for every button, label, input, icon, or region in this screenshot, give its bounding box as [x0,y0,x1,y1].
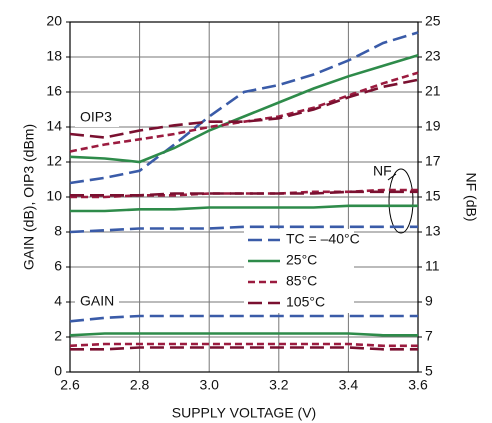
legend-bg [244,229,354,313]
y2-tick-label: 11 [425,258,440,274]
x-tick-label: 3.6 [408,377,428,393]
legend-label: 85°C [286,273,317,289]
y2-tick-label: 25 [425,13,441,29]
y2-tick-label: 5 [425,363,433,379]
line-series [70,204,418,213]
y2-tick-label: 23 [425,48,441,64]
x-tick-label: 3.2 [269,377,289,393]
line-series [69,342,418,348]
legend-label: 105°C [286,294,325,310]
y2-tick-label: 7 [425,328,433,344]
annotation: NF [373,163,392,179]
y-tick-label: 14 [46,118,62,134]
y-tick-label: 0 [54,363,62,379]
legend-label: TC = –40°C [286,231,360,247]
label-bg [367,163,395,181]
y2-tick-label: 13 [425,223,441,239]
label-bg [75,109,119,127]
nf-leader [387,173,397,181]
line-series [70,190,418,197]
y2-tick-label: 21 [425,83,441,99]
y-axis-label: GAIN (dB), OIP3 (dBm) [21,124,37,270]
line-series [69,332,418,337]
y2-tick-label: 17 [425,153,441,169]
y-tick-label: 20 [46,13,62,29]
y2-axis-label: NF (dB) [463,173,479,222]
y-tick-label: 18 [46,48,62,64]
y-tick-label: 8 [54,223,62,239]
x-tick-label: 3.0 [199,377,219,393]
annotation: GAIN [80,293,114,309]
annotation: OIP3 [80,109,112,125]
y-tick-label: 16 [46,83,62,99]
y-tick-label: 10 [46,188,62,204]
nf-ellipse [388,168,414,234]
line-series [69,71,419,153]
y2-tick-label: 9 [425,293,433,309]
y2-tick-label: 19 [425,118,441,134]
line-series [69,225,418,234]
x-tick-label: 2.8 [130,377,150,393]
y-tick-label: 2 [54,328,62,344]
line-series [70,346,418,351]
line-series [69,314,418,323]
y-tick-label: 4 [54,293,62,309]
x-tick-label: 3.4 [339,377,359,393]
label-bg [75,293,119,311]
x-axis-label: SUPPLY VOLTAGE (V) [172,405,316,421]
x-tick-label: 2.6 [60,377,80,393]
legend-label: 25°C [286,252,317,268]
y-tick-label: 6 [54,258,62,274]
line-series [69,31,419,185]
line-series [69,54,419,164]
y2-tick-label: 15 [425,188,441,204]
y-tick-label: 12 [46,153,62,169]
